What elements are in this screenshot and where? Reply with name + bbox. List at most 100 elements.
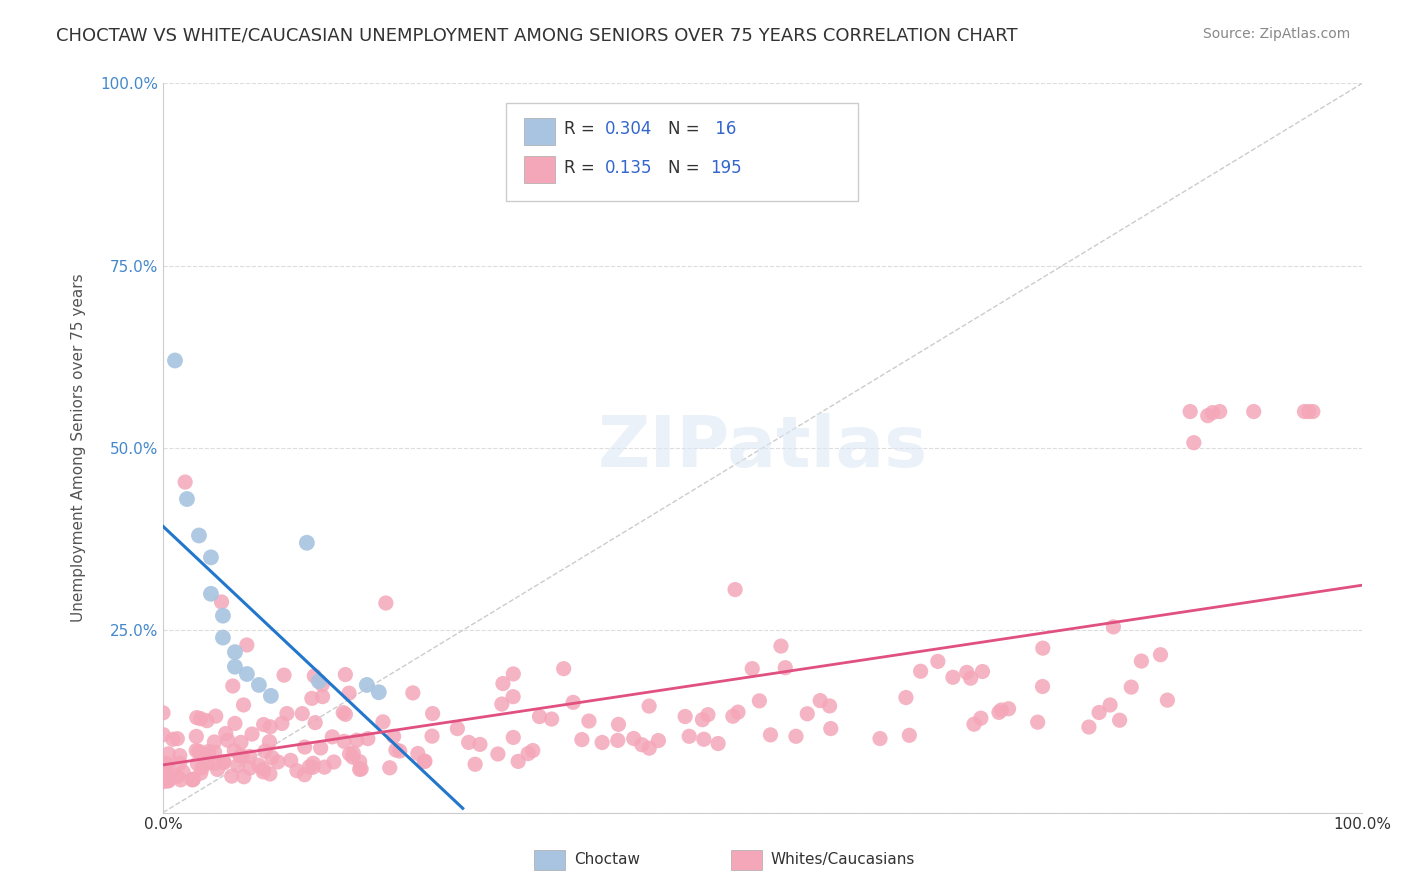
Point xyxy=(267,755,290,769)
Text: CHOCTAW VS WHITE/CAUCASIAN UNEMPLOYMENT AMONG SENIORS OVER 75 YEARS CORRELATION : CHOCTAW VS WHITE/CAUCASIAN UNEMPLOYMENT … xyxy=(56,27,1018,45)
Point xyxy=(229,749,252,764)
Point xyxy=(1077,720,1099,734)
Point xyxy=(295,535,318,549)
Point xyxy=(335,667,357,681)
Text: 0.304: 0.304 xyxy=(605,120,652,138)
Point xyxy=(253,717,276,731)
Point xyxy=(942,670,965,684)
Point xyxy=(271,716,294,731)
Point xyxy=(181,772,204,787)
Point xyxy=(972,665,994,679)
Point xyxy=(176,491,198,506)
Point xyxy=(252,762,274,776)
Point xyxy=(162,732,184,747)
Point xyxy=(910,665,932,679)
Point xyxy=(172,765,194,780)
Point xyxy=(224,743,246,757)
Point xyxy=(273,668,295,682)
Point xyxy=(301,691,323,706)
Point xyxy=(298,760,321,774)
Point xyxy=(181,772,204,787)
Point xyxy=(988,706,1011,720)
Point xyxy=(311,678,333,692)
Point xyxy=(224,645,246,659)
Text: 0.135: 0.135 xyxy=(605,159,652,177)
Point xyxy=(1243,404,1265,418)
Point xyxy=(607,717,630,731)
Point xyxy=(232,698,254,712)
Point xyxy=(200,587,222,601)
Point xyxy=(222,679,245,693)
Point xyxy=(346,733,368,747)
Point xyxy=(963,717,986,731)
Point xyxy=(291,706,314,721)
Text: R =: R = xyxy=(564,120,600,138)
Point xyxy=(152,728,174,742)
Point xyxy=(215,726,238,740)
Point xyxy=(785,729,807,743)
Point xyxy=(232,770,254,784)
Text: ZIPatlas: ZIPatlas xyxy=(598,414,928,483)
Point xyxy=(217,733,239,747)
Point xyxy=(197,744,219,758)
Point xyxy=(374,596,396,610)
Point xyxy=(231,749,253,764)
Point xyxy=(956,665,979,680)
Point xyxy=(332,706,354,720)
Text: 16: 16 xyxy=(710,120,737,138)
Point xyxy=(727,705,749,719)
Point xyxy=(304,715,326,730)
Point xyxy=(1182,435,1205,450)
Point xyxy=(796,706,818,721)
Point xyxy=(200,550,222,565)
Point xyxy=(508,755,530,769)
Point xyxy=(152,774,174,789)
Point xyxy=(166,769,188,783)
Point xyxy=(280,753,302,767)
Text: N =: N = xyxy=(668,120,704,138)
Point xyxy=(212,608,235,623)
Point xyxy=(606,733,628,747)
Point xyxy=(294,768,316,782)
Point xyxy=(229,735,252,749)
Point xyxy=(224,659,246,673)
Point xyxy=(502,731,524,745)
Point xyxy=(186,710,208,724)
Point xyxy=(638,699,661,714)
Point xyxy=(1197,409,1219,423)
Point xyxy=(522,743,544,757)
Point xyxy=(486,747,509,761)
Point xyxy=(212,756,235,770)
Point xyxy=(446,722,468,736)
Point xyxy=(276,706,298,721)
Point xyxy=(155,756,177,771)
Point xyxy=(322,755,344,769)
Point xyxy=(464,757,486,772)
Point xyxy=(721,709,744,723)
Point xyxy=(502,690,524,704)
Point xyxy=(468,738,491,752)
Point xyxy=(578,714,600,728)
Point xyxy=(808,693,831,707)
Text: Whites/Caucasians: Whites/Caucasians xyxy=(770,853,915,867)
Point xyxy=(337,686,360,700)
Point xyxy=(339,747,361,761)
Point xyxy=(212,755,235,769)
Point xyxy=(259,720,281,734)
Point xyxy=(207,763,229,777)
Point xyxy=(623,731,645,746)
Point xyxy=(314,760,336,774)
Point xyxy=(820,722,842,736)
Point xyxy=(212,631,235,645)
Point xyxy=(221,769,243,783)
Point xyxy=(1031,680,1053,694)
Point xyxy=(631,738,654,752)
Point xyxy=(187,744,209,758)
Point xyxy=(204,709,226,723)
Point xyxy=(311,690,333,704)
Point xyxy=(692,713,714,727)
Point xyxy=(818,698,841,713)
Point xyxy=(254,744,277,758)
Point xyxy=(357,731,380,746)
Point xyxy=(1099,698,1122,712)
